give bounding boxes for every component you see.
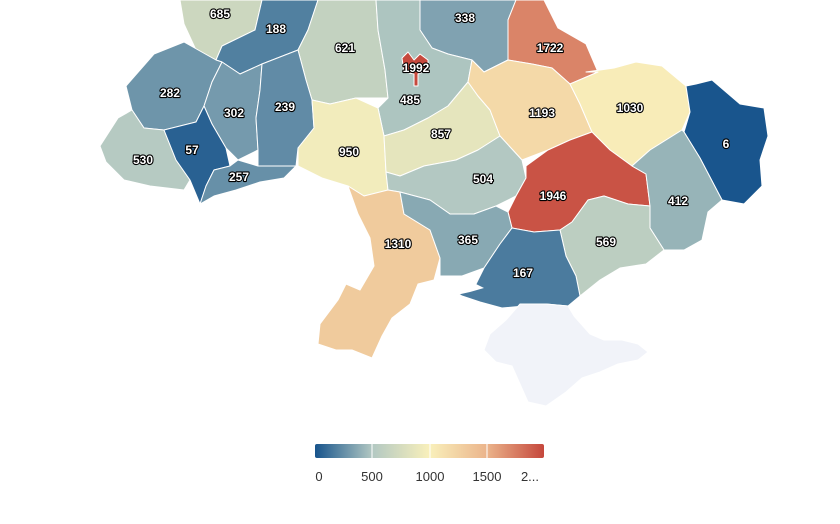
region-label-ternopil: 302 <box>224 106 244 120</box>
region-label-volyn: 685 <box>210 7 230 21</box>
region-label-donetsk: 412 <box>668 194 688 208</box>
legend-tick-label: 1500 <box>473 469 502 484</box>
region-crimea[interactable] <box>483 303 649 407</box>
region-label-odesa: 1310 <box>385 237 412 251</box>
region-label-vinnytsia: 950 <box>339 145 359 159</box>
region-label-chernihiv: 338 <box>455 11 475 25</box>
color-legend: 0 500 1000 1500 2... <box>315 444 544 484</box>
region-label-cherkasy: 857 <box>431 127 451 141</box>
legend-tick-label: 2... <box>521 469 539 484</box>
region-label-kyiv-oblast: 485 <box>400 93 420 107</box>
region-labels: 685 188 621 485 1992 338 1722 282 302 23… <box>132 6 731 281</box>
region-label-khmelnytskyi: 239 <box>275 100 295 114</box>
region-luhansk[interactable] <box>683 79 769 205</box>
region-label-poltava: 1193 <box>529 106 555 120</box>
region-label-kharkiv: 1030 <box>617 101 644 115</box>
regions-layer <box>99 0 769 407</box>
region-zakarpattia[interactable] <box>99 109 191 191</box>
region-khmelnytskyi[interactable] <box>255 49 315 167</box>
region-kyiv-city[interactable] <box>401 51 429 87</box>
legend-tick-label: 0 <box>315 469 322 484</box>
region-label-mykolaiv: 365 <box>458 233 478 247</box>
legend-tick-label: 1000 <box>416 469 445 484</box>
region-label-kherson: 167 <box>513 266 533 280</box>
region-label-ivano-frankivsk: 57 <box>185 143 199 157</box>
region-label-luhansk: 6 <box>723 137 730 151</box>
region-ternopil[interactable] <box>203 61 263 161</box>
region-label-zakarpattia: 530 <box>133 153 153 167</box>
dnipro-estuary <box>436 280 484 296</box>
region-label-sumy: 1722 <box>537 41 564 55</box>
region-chernivtsi[interactable] <box>199 159 297 205</box>
region-label-rivne: 188 <box>266 22 286 36</box>
legend-tick-label: 500 <box>361 469 383 484</box>
region-label-kyiv-city: 1992 <box>403 61 430 75</box>
region-label-zaporizhzhia: 569 <box>596 235 616 249</box>
region-label-dnipropetrovsk: 1946 <box>540 189 567 203</box>
region-label-lviv: 282 <box>160 86 180 100</box>
region-label-kirovohrad: 504 <box>473 172 493 186</box>
region-label-zhytomyr: 621 <box>335 41 355 55</box>
region-label-chernivtsi: 257 <box>229 170 249 184</box>
